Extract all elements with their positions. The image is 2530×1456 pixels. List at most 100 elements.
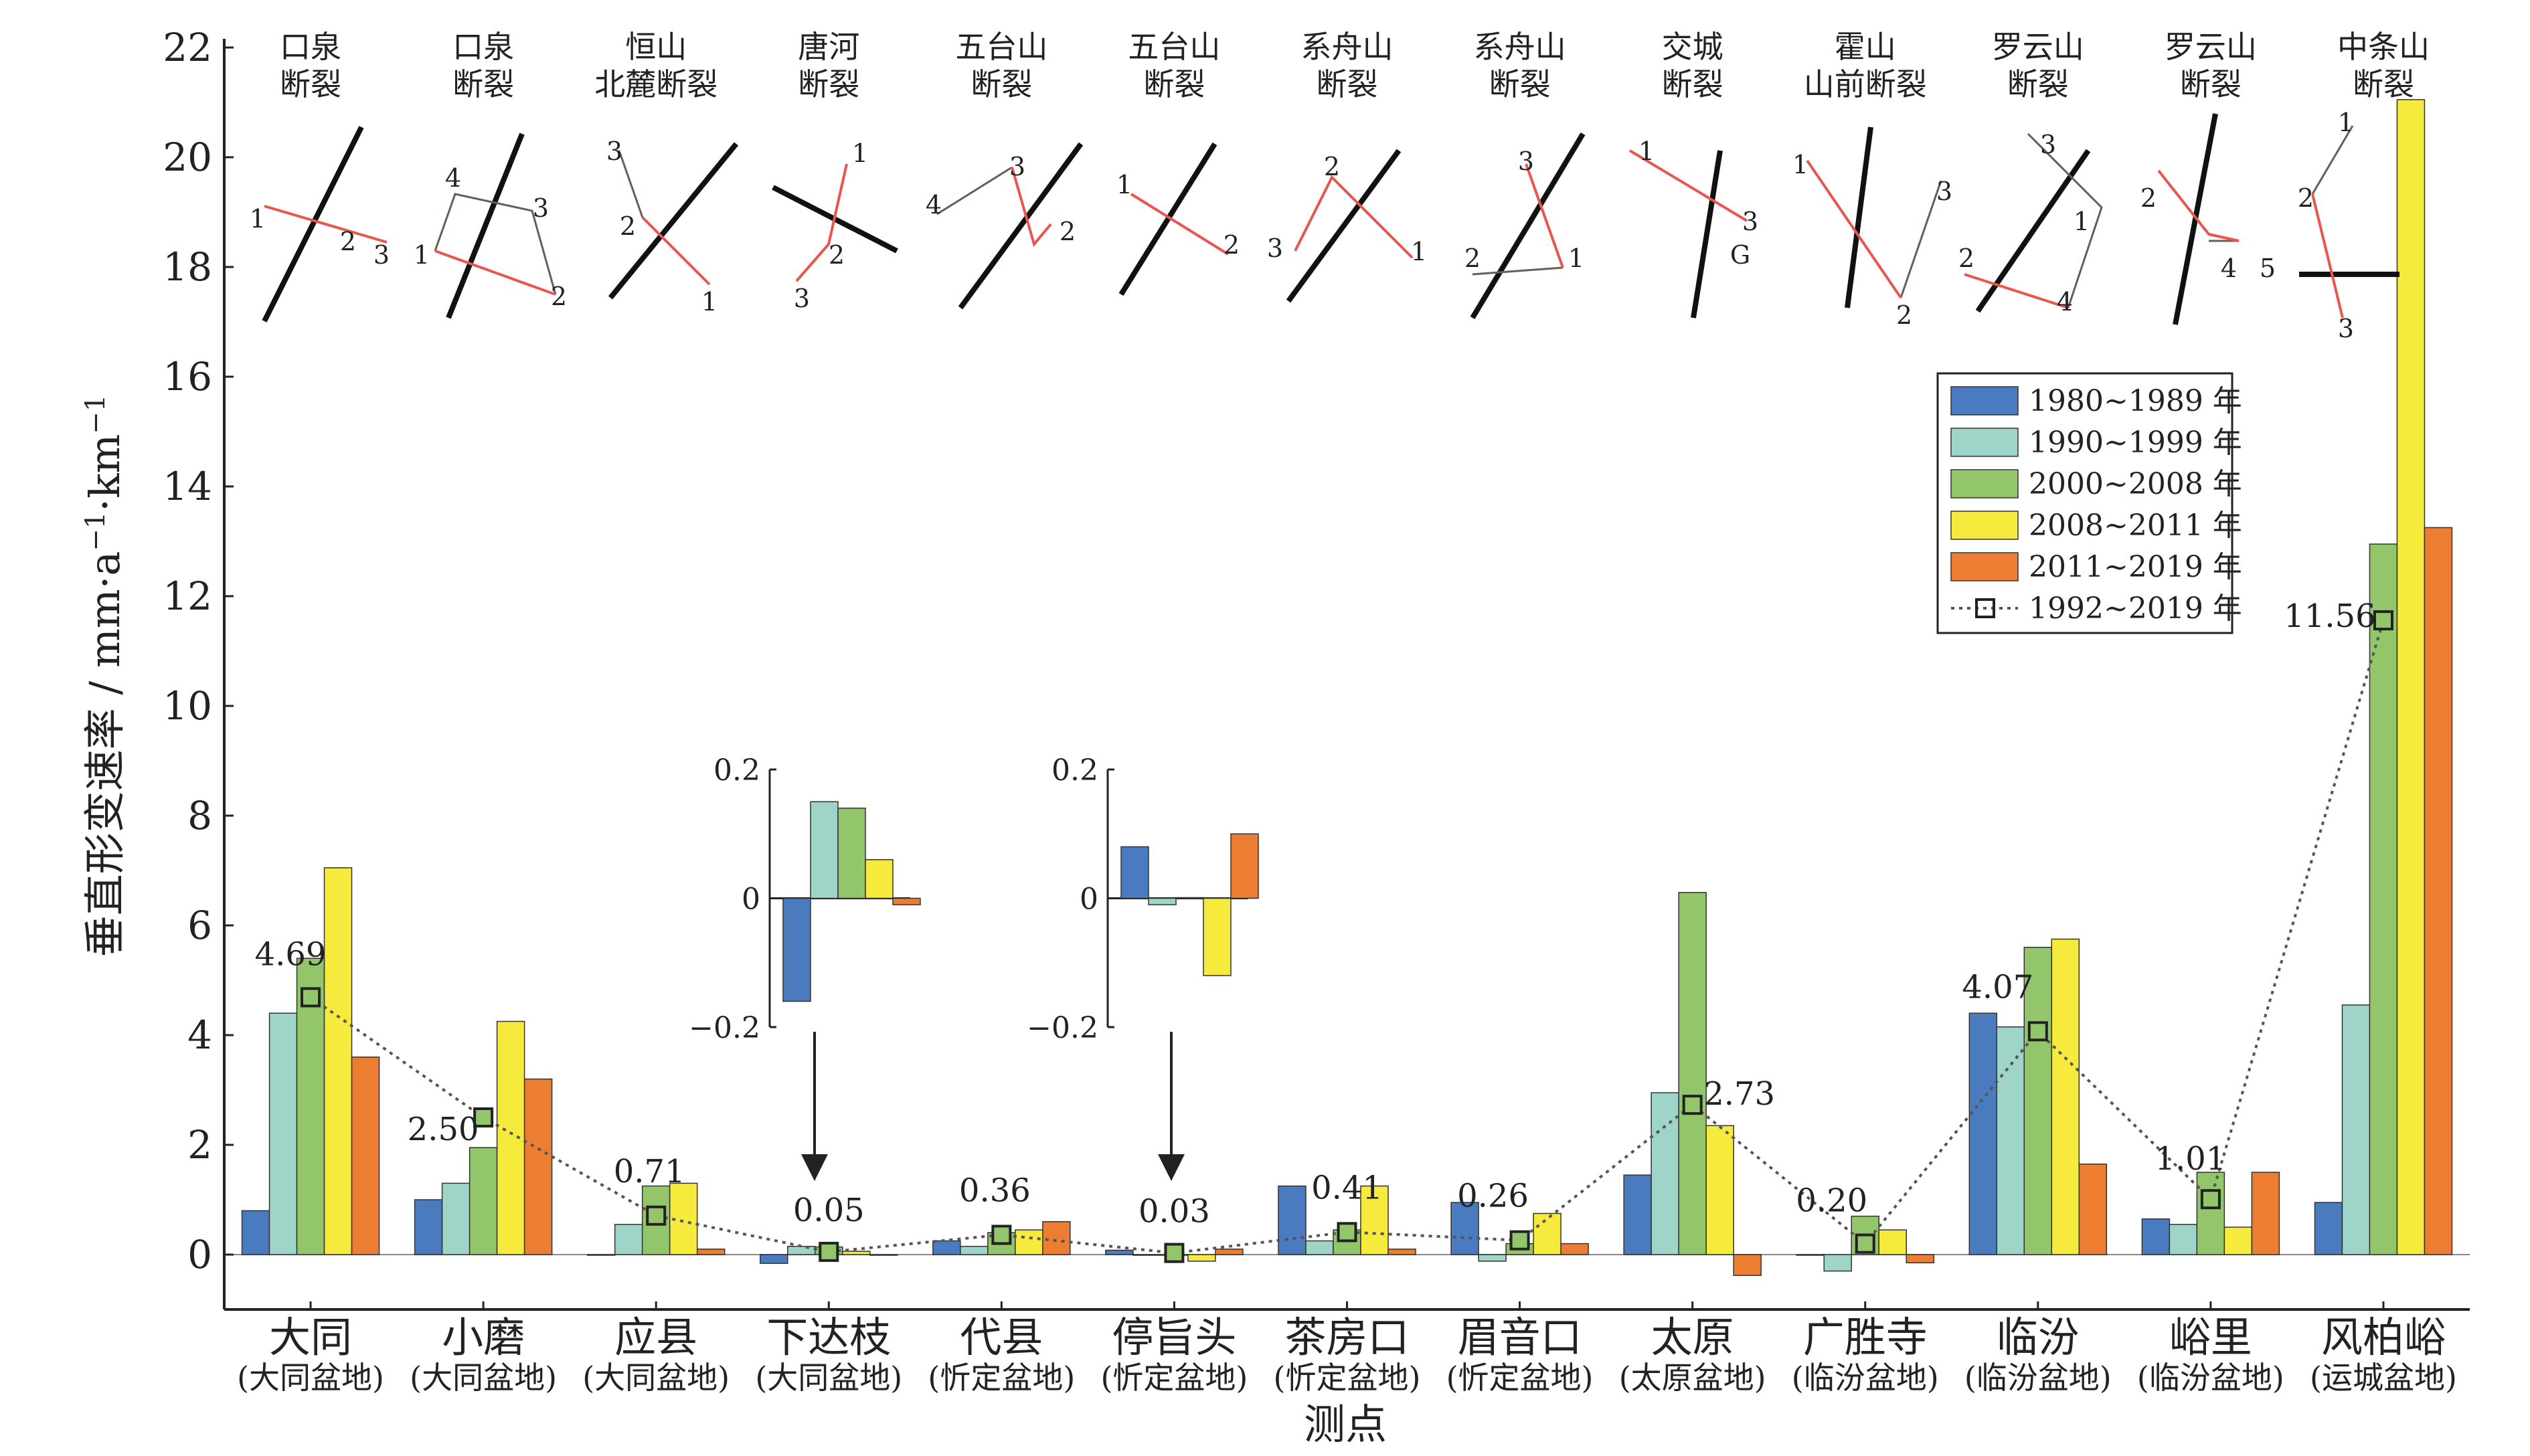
fault-line <box>1286 149 1402 303</box>
fault-name-line1: 唐河 <box>798 29 859 65</box>
bar <box>1533 1212 1562 1255</box>
bar <box>2396 99 2426 1255</box>
fault-name-line1: 五台山 <box>955 29 1047 65</box>
profile-point-label: 1 <box>2338 108 2354 137</box>
profile-point-label: 1 <box>1116 170 1132 199</box>
profile-point-label: 2 <box>620 211 636 241</box>
profile-point-label: 2 <box>551 282 567 311</box>
bar <box>1906 1254 1934 1264</box>
profile-point-label: 2 <box>1958 244 1974 273</box>
profile-point-label: 4 <box>445 163 461 193</box>
inset-tick-label: 0 <box>742 883 760 917</box>
bar <box>1215 1249 1244 1255</box>
fault-name-line2: 断裂 <box>452 66 514 102</box>
trend-marker <box>1855 1233 1875 1254</box>
bar <box>2341 1004 2371 1255</box>
fault-name-line1: 交城 <box>1662 29 1723 65</box>
profile-point-label: 2 <box>1060 217 1076 246</box>
x-category-label: 应县 <box>614 1313 697 1362</box>
profile-point-label: 3 <box>794 284 810 313</box>
bar <box>351 1057 380 1255</box>
fault-name-line2: 断裂 <box>280 66 341 102</box>
bars <box>241 99 2453 1276</box>
legend-swatch <box>1950 428 2019 457</box>
profile-point-label: 1 <box>701 287 718 316</box>
bar <box>1105 1249 1134 1255</box>
profile-red <box>1628 149 1748 222</box>
fault-name-line2: 断裂 <box>971 66 1032 102</box>
fault-name-line2: 断裂 <box>2007 66 2069 102</box>
profile-point-label: 2 <box>829 240 845 270</box>
profile-point-label: 2 <box>2298 183 2314 213</box>
profile-point-label: 1 <box>414 240 430 270</box>
y-tick-label: 18 <box>163 244 212 290</box>
profile-point-label: G <box>1730 240 1750 270</box>
profile-gray <box>2311 125 2354 195</box>
insets: 0.2 0 −0.2 0.2 0 −0.2 <box>689 753 1259 1181</box>
inset-bar <box>1230 833 1259 899</box>
bar <box>760 1254 788 1264</box>
x-category-sublabel: (忻定盆地) <box>1274 1360 1421 1396</box>
inset-bar <box>1203 897 1232 976</box>
profile-gray <box>618 150 644 218</box>
y-ticks: 0 2 4 6 8 10 12 14 16 18 20 22 <box>163 25 234 1277</box>
profile-point-label: 1 <box>852 139 868 168</box>
profile-point-label: 3 <box>373 240 390 270</box>
profile-point-label: 3 <box>533 193 549 223</box>
fault-name-line1: 罗云山 <box>2165 29 2257 65</box>
profile-point-label: 2 <box>1464 244 1481 273</box>
profile-gray <box>434 193 557 295</box>
legend-label: 1992~2019 年 <box>2029 592 2242 626</box>
y-tick-label: 20 <box>163 134 212 180</box>
fault-line <box>446 132 525 319</box>
x-category-label: 代县 <box>960 1313 1043 1362</box>
fault-name-line1: 罗云山 <box>1992 29 2084 65</box>
x-categories: 大同(大同盆地)小磨(大同盆地)应县(大同盆地)下达枝(大同盆地)代县(忻定盆地… <box>237 1301 2457 1396</box>
profile-point-label: 4 <box>2221 254 2237 283</box>
bar <box>1015 1229 1043 1255</box>
fault-line <box>608 142 739 300</box>
x-category-label: 下达枝 <box>766 1313 891 1362</box>
profile-point-label: 1 <box>1792 150 1808 179</box>
bar <box>1305 1240 1334 1255</box>
bar <box>2051 938 2080 1255</box>
fault-name-line2: 北麓断裂 <box>594 66 718 102</box>
profile-gray <box>1472 266 1564 276</box>
y-tick-label: 2 <box>187 1122 212 1168</box>
x-category-sublabel: (临汾盆地) <box>2137 1360 2284 1396</box>
inset-bar <box>810 801 839 899</box>
profile-red <box>2157 169 2240 242</box>
legend-label: 2000~2008 年 <box>2029 467 2242 501</box>
x-category-label: 茶房口 <box>1284 1313 1409 1362</box>
legend-swatch <box>1950 469 2019 498</box>
fault-line <box>958 142 1084 310</box>
bar <box>2314 1202 2343 1255</box>
bar <box>1387 1249 1416 1255</box>
inset-tick-label: −0.2 <box>1027 1011 1098 1045</box>
trend-marker <box>2200 1189 2221 1210</box>
inset-bar <box>1175 897 1204 899</box>
inset-bar <box>837 808 866 899</box>
trend-label: 4.07 <box>1962 968 2033 1006</box>
legend-marker-sample <box>1975 598 1995 618</box>
x-axis-label: 测点 <box>1304 1400 1387 1449</box>
profile-red <box>795 163 848 282</box>
bar <box>241 1210 270 1255</box>
x-category-sublabel: (大同盆地) <box>410 1360 557 1396</box>
profile-point-label: 1 <box>1568 244 1584 273</box>
x-category-label: 临汾 <box>1997 1313 2080 1362</box>
trend-label: 0.26 <box>1457 1178 1529 1215</box>
x-category-sublabel: (大同盆地) <box>237 1360 384 1396</box>
fault-name-line2: 断裂 <box>2180 66 2242 102</box>
inset-bar <box>865 859 894 899</box>
bar <box>1733 1254 1762 1276</box>
profile-point-label: 1 <box>1411 237 1427 266</box>
inset-tick-label: 0 <box>1080 883 1098 917</box>
bar <box>2078 1163 2108 1255</box>
bar <box>2023 947 2053 1255</box>
trend-label: 1.01 <box>2155 1140 2226 1178</box>
bar <box>1478 1254 1507 1262</box>
profile-point-label: 3 <box>1518 147 1534 176</box>
profile-gray <box>936 166 1013 215</box>
